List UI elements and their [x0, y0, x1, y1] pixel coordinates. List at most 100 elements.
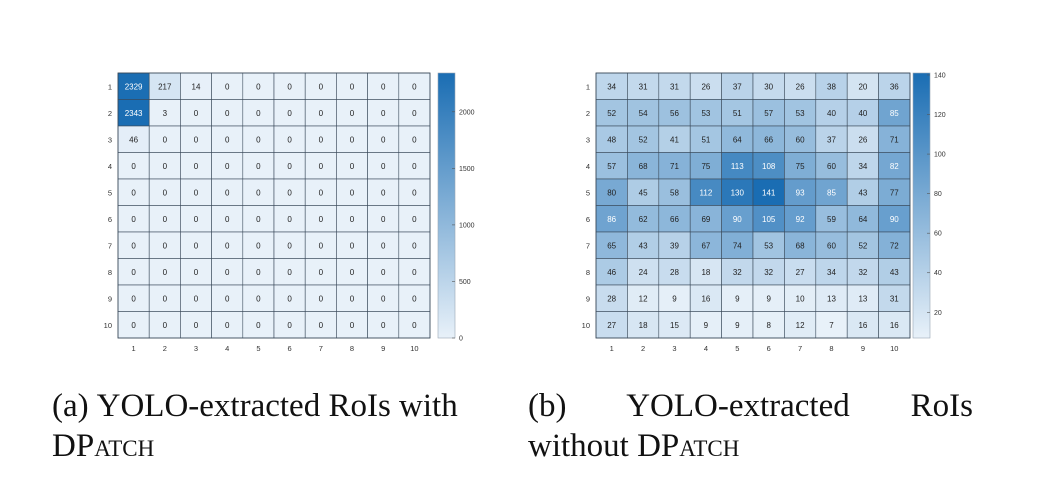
heatmap-cell-label: 0	[350, 82, 355, 91]
heatmap-cell	[242, 258, 275, 286]
heatmap-cell-label: 28	[607, 294, 616, 303]
y-tick-label: 6	[108, 215, 112, 224]
heatmap-cell	[148, 152, 181, 180]
heatmap-cell-label: 52	[607, 109, 616, 118]
heatmap-cell-label: 0	[350, 321, 355, 330]
heatmap-cell-label: 71	[670, 162, 679, 171]
heatmap-cell	[273, 311, 306, 339]
heatmap-cell-label: 26	[858, 135, 867, 144]
heatmap-cell-label: 52	[639, 135, 648, 144]
x-tick-label: 6	[767, 344, 771, 353]
heatmap-cell-label: 0	[256, 162, 261, 171]
heatmap-cell-label: 9	[766, 294, 771, 303]
heatmap-cell-label: 0	[256, 268, 261, 277]
heatmap-cell-label: 0	[381, 268, 386, 277]
heatmap-cell-label: 64	[858, 215, 867, 224]
heatmap-cell-label: 0	[350, 294, 355, 303]
heatmap-cell-label: 74	[733, 241, 742, 250]
y-tick-label: 7	[108, 241, 112, 250]
heatmap-cell	[689, 178, 722, 206]
heatmap-cell-label: 0	[225, 215, 230, 224]
heatmap-cell	[273, 72, 306, 100]
heatmap-cell-label: 0	[225, 135, 230, 144]
heatmap-cell	[398, 205, 431, 233]
heatmap-cell-label: 93	[796, 188, 805, 197]
heatmap-cell	[658, 152, 691, 180]
heatmap-cell	[180, 152, 212, 180]
x-tick-label: 9	[381, 344, 385, 353]
heatmap-cell-label: 0	[163, 135, 168, 144]
heatmap-cell-label: 90	[733, 215, 742, 224]
y-tick-label: 10	[582, 321, 590, 330]
heatmap-cell-label: 0	[163, 188, 168, 197]
heatmap-cell-label: 0	[131, 215, 136, 224]
heatmap-cell-label: 0	[319, 241, 324, 250]
colorbar-tick-label: 80	[934, 191, 942, 198]
heatmap-cell-label: 0	[194, 321, 199, 330]
heatmap-cell-label: 82	[890, 162, 899, 171]
heatmap-cell	[658, 125, 691, 153]
colorbar-tick-label: 2000	[459, 109, 475, 116]
heatmap-cell-label: 60	[827, 162, 836, 171]
heatmap-cell-label: 0	[131, 162, 136, 171]
heatmap-cell-label: 141	[762, 188, 776, 197]
colorbar-tick-label: 0	[459, 336, 463, 343]
heatmap-cell-label: 0	[163, 321, 168, 330]
heatmap-cell-label: 0	[287, 321, 292, 330]
heatmap-cell-label: 0	[194, 109, 199, 118]
heatmap-cell	[117, 284, 150, 312]
heatmap-cell-label: 9	[735, 294, 740, 303]
heatmap-cell-label: 0	[412, 321, 417, 330]
heatmap-cell	[721, 152, 754, 180]
heatmap-cell	[846, 125, 879, 153]
heatmap-cell-label: 0	[225, 162, 230, 171]
heatmap-cell	[595, 99, 628, 127]
x-tick-label: 4	[704, 344, 708, 353]
heatmap-cell-label: 45	[639, 188, 648, 197]
heatmap-cell-label: 0	[131, 268, 136, 277]
heatmap-cell-label: 48	[607, 135, 616, 144]
heatmap-border	[595, 72, 911, 339]
heatmap-cell-label: 51	[733, 109, 742, 118]
x-tick-label: 2	[163, 344, 167, 353]
x-tick-label: 2	[641, 344, 645, 353]
colorbar-tick-label: 1000	[459, 222, 475, 229]
caption-a: (a) YOLO-extracted RoIs with DPatch	[52, 386, 502, 466]
heatmap-cell-label: 53	[796, 109, 805, 118]
heatmap-cell-label: 0	[194, 268, 199, 277]
heatmap-cell	[846, 99, 879, 127]
heatmap-cell-label: 0	[287, 268, 292, 277]
heatmap-cell	[304, 125, 337, 153]
heatmap-cell-label: 130	[731, 188, 745, 197]
y-tick-label: 3	[108, 135, 112, 144]
y-tick-label: 4	[108, 162, 112, 171]
heatmap-cell	[721, 125, 754, 153]
heatmap-cell	[878, 152, 911, 180]
heatmap-cell	[398, 258, 431, 286]
heatmap-cell-label: 40	[858, 109, 867, 118]
heatmap-cell-label: 0	[194, 188, 199, 197]
heatmap-cell	[336, 284, 368, 312]
heatmap-cell-label: 0	[381, 321, 386, 330]
heatmap-cell-label: 38	[827, 82, 836, 91]
heatmap-cell	[304, 258, 337, 286]
heatmap-cell-label: 9	[672, 294, 677, 303]
y-tick-label: 6	[586, 215, 590, 224]
y-tick-label: 9	[108, 294, 112, 303]
heatmap-cell-label: 43	[890, 268, 899, 277]
heatmap-cell-label: 64	[733, 135, 742, 144]
heatmap-cell-label: 0	[287, 135, 292, 144]
y-tick-label: 9	[586, 294, 590, 303]
x-tick-label: 4	[225, 344, 229, 353]
y-tick-label: 1	[108, 82, 112, 91]
heatmap-cell-label: 0	[381, 135, 386, 144]
heatmap-cell	[815, 205, 848, 233]
heatmap-cell	[784, 311, 817, 339]
heatmap-cell-label: 53	[764, 241, 773, 250]
heatmap-cell	[304, 178, 337, 206]
colorbar-tick-label: 1500	[459, 166, 475, 173]
heatmap-cell	[304, 152, 337, 180]
heatmap-cell-label: 26	[796, 82, 805, 91]
heatmap-cell-label: 0	[256, 188, 261, 197]
heatmap-cell-label: 43	[639, 241, 648, 250]
